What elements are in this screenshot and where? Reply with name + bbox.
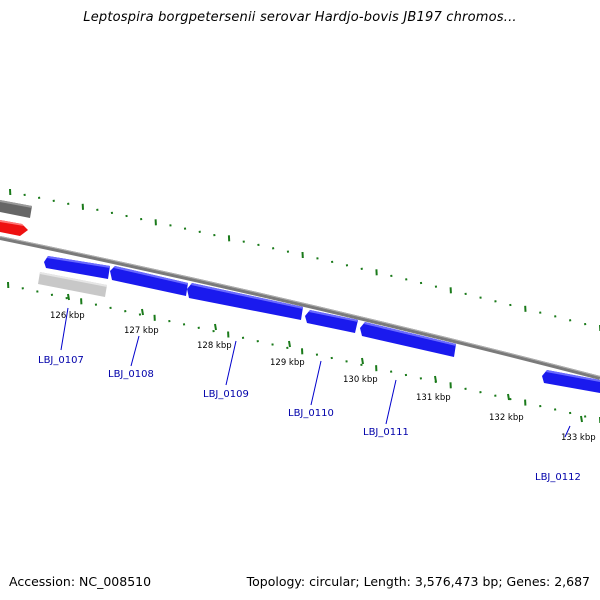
kbp-label-127: 127 kbp [124,326,159,336]
gene-lbj-0112-arrow[interactable] [542,370,600,393]
gene-label-lbj-0112[interactable]: LBJ_0112 [535,472,581,483]
gene-label-lbj-0110[interactable]: LBJ_0110 [288,408,334,419]
kbp-label-132: 132 kbp [489,413,524,423]
inner-tick-ring [7,281,600,424]
feature-light-bar[interactable] [38,272,107,297]
gene-label-lbj-0109[interactable]: LBJ_0109 [203,389,249,400]
kbp-label-130: 130 kbp [343,375,378,385]
gene-lbj-0111-arrow[interactable] [360,322,456,357]
gene-lbj-0110-arrow[interactable] [305,310,358,333]
gene-labels: LBJ_0107 LBJ_0108 LBJ_0109 LBJ_0110 LBJ_… [38,355,581,483]
gene-label-lbj-0107[interactable]: LBJ_0107 [38,355,84,366]
outer-tick-ring [9,188,600,332]
accession-text: Accession: NC_008510 [9,574,152,589]
kbp-label-128: 128 kbp [197,341,232,351]
map-title: Leptospira borgpetersenii serovar Hardjo… [83,10,517,25]
chromosome-backbone [0,236,600,380]
gene-track [44,256,600,393]
gene-lbj-0107-arrow[interactable] [44,256,110,279]
gene-label-lbj-0111[interactable]: LBJ_0111 [363,427,409,438]
kbp-label-131: 131 kbp [416,393,451,403]
kbp-label-133: 133 kbp [561,433,596,443]
gene-lbj-0109-arrow[interactable] [187,283,303,320]
gene-label-lbj-0108[interactable]: LBJ_0108 [108,369,154,380]
kbp-label-129: 129 kbp [270,358,305,368]
genome-summary-text: Topology: circular; Length: 3,576,473 bp… [246,574,590,589]
gene-leader-lines [60,307,571,438]
kbp-label-126: 126 kbp [50,311,85,321]
kbp-labels: 126 kbp 127 kbp 128 kbp 129 kbp 130 kbp … [50,311,596,443]
kbp-major-ticks [67,293,583,423]
gene-lbj-0108-arrow[interactable] [110,266,188,296]
